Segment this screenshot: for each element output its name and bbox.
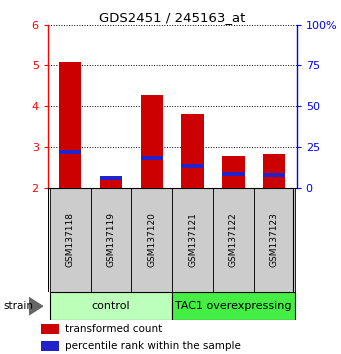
Bar (50, 292, 172, 320)
Bar (41, 324, 59, 334)
Bar (213, 188, 254, 292)
Bar (263, 172, 285, 177)
Text: transformed count: transformed count (65, 324, 163, 334)
Bar (41, 341, 59, 350)
Bar (254, 188, 295, 292)
Text: GSM137120: GSM137120 (147, 212, 156, 267)
Bar (181, 114, 204, 188)
Text: GSM137118: GSM137118 (66, 212, 75, 267)
Text: percentile rank within the sample: percentile rank within the sample (65, 341, 241, 351)
Bar (59, 150, 81, 154)
Text: GSM137119: GSM137119 (106, 212, 116, 267)
Bar (263, 154, 285, 188)
Bar (100, 180, 122, 188)
Text: strain: strain (3, 301, 33, 311)
Polygon shape (29, 297, 43, 315)
Bar (172, 188, 213, 292)
Bar (91, 188, 131, 292)
Bar (181, 164, 204, 168)
Text: TAC1 overexpressing: TAC1 overexpressing (175, 301, 292, 311)
Bar (222, 172, 244, 176)
Bar (140, 156, 163, 160)
Bar (222, 156, 244, 188)
Bar (59, 62, 81, 188)
Bar (172, 292, 295, 320)
Text: GSM137123: GSM137123 (270, 212, 279, 267)
Bar (100, 176, 122, 180)
Bar (50, 188, 91, 292)
Title: GDS2451 / 245163_at: GDS2451 / 245163_at (99, 11, 246, 24)
Text: GSM137121: GSM137121 (188, 212, 197, 267)
Bar (131, 188, 172, 292)
Text: GSM137122: GSM137122 (229, 212, 238, 267)
Bar (140, 95, 163, 188)
Text: control: control (92, 301, 130, 311)
